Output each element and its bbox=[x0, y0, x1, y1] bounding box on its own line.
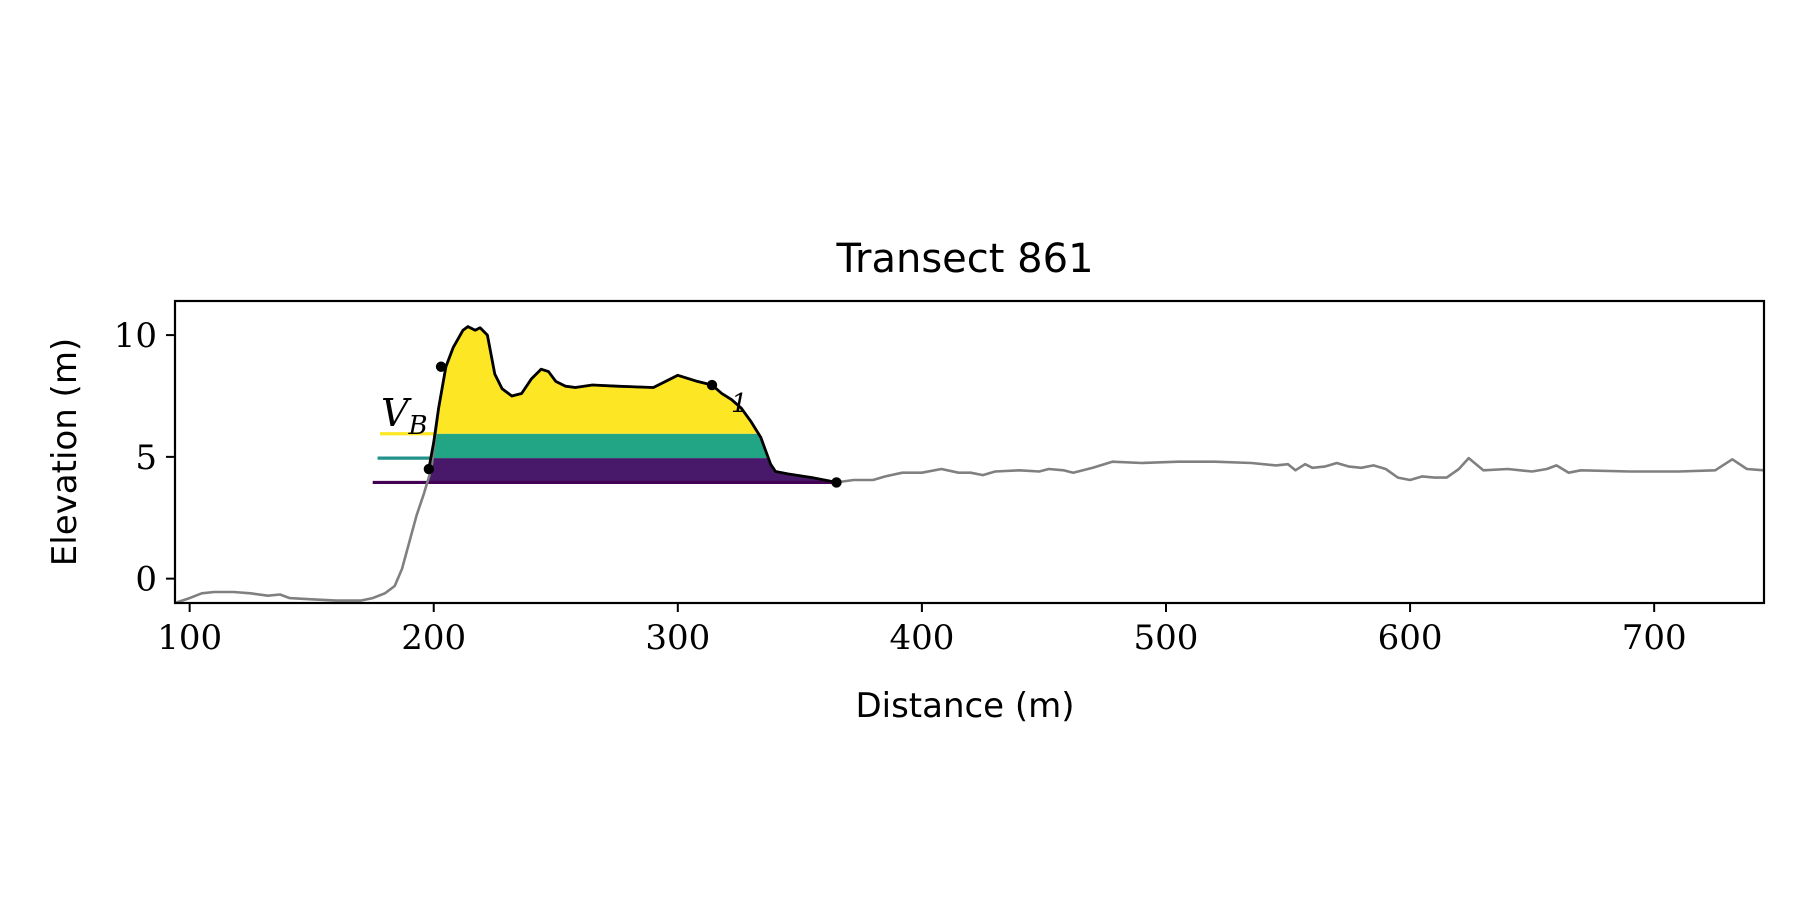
level-lines bbox=[372, 432, 837, 485]
dune-point bbox=[435, 361, 447, 372]
dune-fill-layers bbox=[428, 326, 837, 483]
y-axis-ticks: 0 5 10 bbox=[114, 316, 175, 600]
x-axis-ticks: 100 200 300 400 500 600 700 bbox=[157, 603, 1687, 658]
dune-point bbox=[706, 379, 718, 391]
x-tick-label: 600 bbox=[1378, 618, 1443, 658]
x-tick-label: 700 bbox=[1622, 618, 1687, 658]
profile-lines bbox=[174, 325, 1765, 605]
x-tick-label: 100 bbox=[157, 618, 222, 658]
x-tick-label: 500 bbox=[1134, 618, 1199, 658]
x-axis-label: Distance (m) bbox=[855, 686, 1074, 726]
y-tick-label: 5 bbox=[135, 438, 157, 478]
volume-label: VB bbox=[381, 391, 428, 441]
plot-frame bbox=[173, 299, 1766, 605]
x-tick-label: 400 bbox=[889, 618, 954, 658]
dune-outline-line bbox=[427, 325, 837, 484]
x-tick-label: 200 bbox=[401, 618, 466, 658]
y-tick-label: 0 bbox=[135, 560, 157, 600]
y-tick-label: 10 bbox=[114, 316, 157, 356]
chart-title: Transect 861 bbox=[835, 236, 1093, 282]
annotations: VB 1 bbox=[381, 389, 748, 441]
dune-points bbox=[423, 361, 842, 488]
point-label: 1 bbox=[731, 389, 748, 419]
x-tick-label: 300 bbox=[645, 618, 710, 658]
dune-point bbox=[831, 477, 842, 488]
elevation-profile-line bbox=[174, 325, 1765, 605]
dune-point bbox=[423, 463, 435, 475]
y-axis-label: Elevation (m) bbox=[45, 338, 85, 566]
